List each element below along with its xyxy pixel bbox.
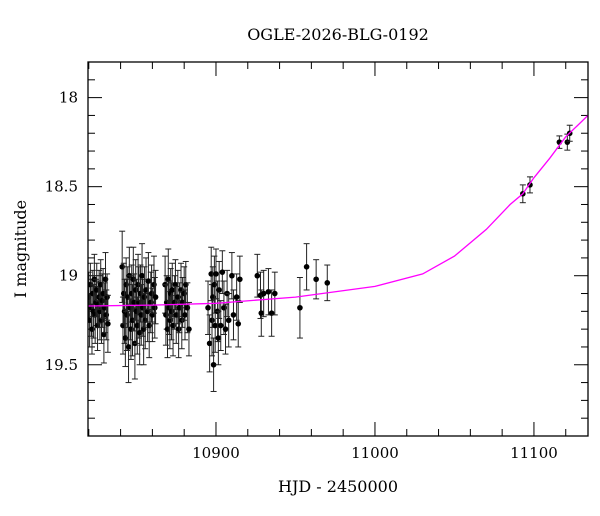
data-point	[233, 294, 240, 300]
data-point	[105, 321, 111, 327]
x-axis-label: HJD - 2450000	[278, 477, 398, 496]
data-point	[313, 276, 319, 283]
data-point	[237, 276, 243, 283]
data-point	[209, 317, 215, 324]
data-point	[139, 272, 145, 279]
data-point	[186, 326, 192, 332]
data-point	[169, 287, 176, 293]
data-point	[297, 304, 303, 311]
data-point	[152, 294, 159, 300]
data-point	[235, 321, 242, 327]
data-point	[212, 322, 218, 329]
data-point	[210, 361, 217, 368]
data-point	[303, 264, 310, 270]
y-tick-label: 18	[59, 89, 78, 107]
x-tick-label: 10900	[192, 444, 240, 462]
model-curve	[88, 114, 588, 307]
data-point	[99, 297, 106, 304]
plot-frame	[87, 61, 589, 437]
data-point	[182, 312, 188, 318]
data-point	[148, 290, 155, 297]
data-point	[215, 335, 222, 341]
x-tick-label: 11100	[510, 444, 558, 462]
data-point	[219, 269, 226, 275]
y-tick-label: 19	[59, 267, 78, 285]
plot-content	[88, 114, 588, 392]
y-tick-label: 18.5	[45, 178, 78, 196]
data-point	[272, 290, 278, 297]
data-point	[222, 326, 229, 332]
data-point	[260, 290, 267, 297]
data-point	[151, 304, 158, 311]
data-point	[229, 272, 235, 279]
data-point	[225, 317, 232, 324]
data-point	[130, 276, 137, 283]
data-point	[564, 139, 571, 145]
data-point	[254, 272, 261, 279]
x-tick-label: 11000	[351, 444, 399, 462]
data-point	[145, 278, 152, 284]
data-point	[216, 287, 222, 293]
data-point	[258, 310, 265, 316]
data-point	[132, 287, 139, 293]
data-point	[324, 280, 331, 286]
data-point	[217, 322, 224, 329]
data-point	[205, 304, 211, 311]
data-point	[206, 340, 213, 347]
data-point	[135, 281, 141, 288]
data-point	[213, 271, 219, 277]
chart-title: OGLE-2026-BLG-0192	[247, 25, 429, 44]
data-point	[125, 344, 132, 350]
plot-area	[88, 114, 588, 392]
data-point	[230, 312, 237, 318]
axis-ticks: 10900 11000 11100 18 18.5 19 19.5	[45, 61, 588, 462]
y-tick-label: 19.5	[45, 356, 78, 374]
y-axis-label: I magnitude	[11, 200, 30, 298]
data-point	[120, 290, 127, 297]
